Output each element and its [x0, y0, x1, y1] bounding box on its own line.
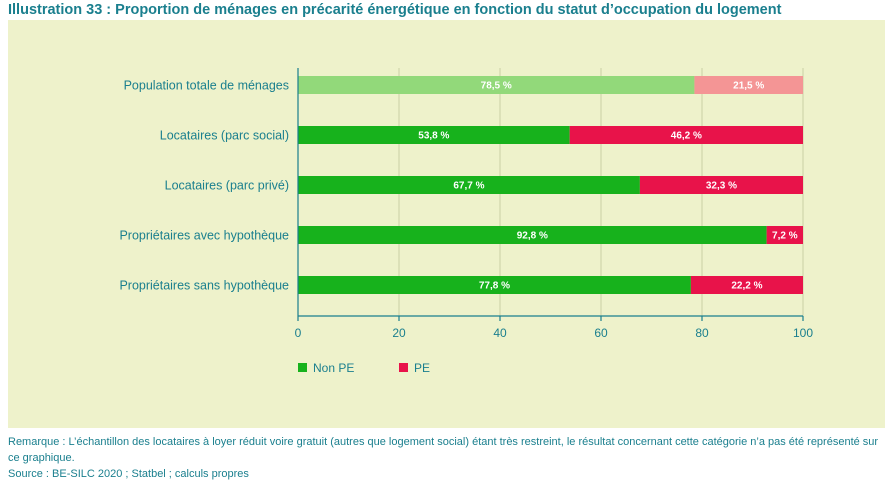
data-label: 22,2 %	[731, 281, 762, 292]
data-label: 77,8 %	[479, 281, 510, 292]
category-label: Propriétaires avec hypothèque	[119, 229, 289, 243]
x-tick-label: 100	[793, 326, 813, 340]
bar-pe	[694, 76, 803, 94]
data-label: 46,2 %	[671, 131, 702, 142]
stacked-bar-chart: 78,5 % 21,5 % Population totale de ménages…	[119, 68, 813, 375]
x-tick-label: 40	[493, 326, 507, 340]
data-label: 53,8 %	[418, 131, 449, 142]
legend-label: Non PE	[313, 361, 354, 375]
legend-swatch-non-pe	[298, 363, 307, 372]
bar-non-pe	[298, 276, 691, 294]
data-label: 67,7 %	[453, 181, 484, 192]
data-label: 92,8 %	[517, 231, 548, 242]
bar-non-pe	[298, 76, 695, 94]
bar-pe	[690, 276, 803, 294]
source-text: Source : BE-SILC 2020 ; Statbel ; calcul…	[8, 468, 249, 480]
bar-non-pe	[298, 176, 640, 194]
x-tick-label: 80	[695, 326, 709, 340]
category-label: Locataires (parc social)	[160, 129, 289, 143]
bar-non-pe	[298, 126, 570, 144]
x-tick-label: 20	[392, 326, 406, 340]
bar-non-pe	[298, 226, 767, 244]
bar-pe	[639, 176, 803, 194]
x-tick-label: 60	[594, 326, 608, 340]
category-label: Propriétaires sans hypothèque	[119, 279, 289, 293]
remark-text: Remarque : L’échantillon des locataires …	[8, 436, 879, 464]
legend-swatch-pe	[399, 363, 408, 372]
chart-footnote: Remarque : L’échantillon des locataires …	[8, 434, 888, 482]
category-label: Locataires (parc privé)	[165, 179, 289, 193]
chart-panel: 78,5 % 21,5 % Population totale de ménages…	[8, 20, 885, 428]
data-label: 32,3 %	[706, 181, 737, 192]
legend-label: PE	[414, 361, 430, 375]
category-label: Population totale de ménages	[124, 79, 289, 93]
bar-pe	[766, 226, 803, 244]
chart-title: Illustration 33 : Proportion de ménages …	[8, 2, 782, 18]
data-label: 7,2 %	[772, 231, 798, 242]
x-tick-label: 0	[295, 326, 302, 340]
data-label: 21,5 %	[733, 81, 764, 92]
bar-pe	[569, 126, 803, 144]
data-label: 78,5 %	[481, 81, 512, 92]
